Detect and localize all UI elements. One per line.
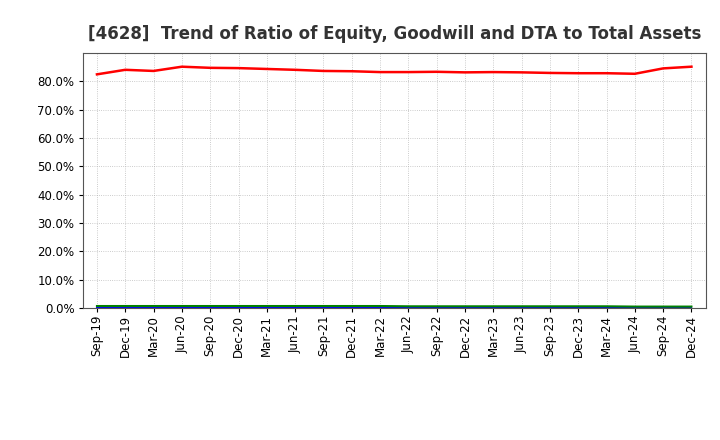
Equity bbox=[574, 70, 582, 76]
Goodwill bbox=[489, 305, 498, 311]
Equity bbox=[432, 69, 441, 74]
Deferred Tax Assets bbox=[404, 304, 413, 309]
Goodwill bbox=[263, 305, 271, 311]
Goodwill bbox=[178, 305, 186, 311]
Deferred Tax Assets bbox=[234, 303, 243, 308]
Equity bbox=[206, 65, 215, 70]
Equity bbox=[234, 66, 243, 71]
Goodwill bbox=[432, 305, 441, 311]
Deferred Tax Assets bbox=[574, 304, 582, 309]
Title: [4628]  Trend of Ratio of Equity, Goodwill and DTA to Total Assets: [4628] Trend of Ratio of Equity, Goodwil… bbox=[88, 25, 701, 43]
Goodwill bbox=[687, 305, 696, 311]
Deferred Tax Assets bbox=[659, 304, 667, 309]
Goodwill bbox=[93, 305, 102, 311]
Goodwill bbox=[404, 305, 413, 311]
Equity bbox=[178, 64, 186, 70]
Goodwill bbox=[234, 305, 243, 311]
Deferred Tax Assets bbox=[93, 303, 102, 308]
Equity bbox=[659, 66, 667, 71]
Goodwill bbox=[121, 305, 130, 311]
Deferred Tax Assets bbox=[602, 304, 611, 309]
Deferred Tax Assets bbox=[291, 303, 300, 308]
Deferred Tax Assets bbox=[178, 303, 186, 308]
Deferred Tax Assets bbox=[489, 304, 498, 309]
Deferred Tax Assets bbox=[461, 304, 469, 309]
Goodwill bbox=[461, 305, 469, 311]
Equity bbox=[461, 70, 469, 75]
Equity bbox=[687, 64, 696, 70]
Line: Deferred Tax Assets: Deferred Tax Assets bbox=[97, 306, 691, 307]
Goodwill bbox=[149, 305, 158, 311]
Goodwill bbox=[659, 305, 667, 311]
Deferred Tax Assets bbox=[206, 303, 215, 308]
Goodwill bbox=[546, 305, 554, 311]
Equity bbox=[93, 72, 102, 77]
Equity bbox=[489, 70, 498, 75]
Equity bbox=[376, 70, 384, 75]
Deferred Tax Assets bbox=[631, 304, 639, 309]
Equity bbox=[263, 66, 271, 72]
Equity bbox=[319, 68, 328, 73]
Goodwill bbox=[631, 305, 639, 311]
Line: Equity: Equity bbox=[97, 67, 691, 74]
Deferred Tax Assets bbox=[348, 303, 356, 308]
Deferred Tax Assets bbox=[546, 304, 554, 309]
Goodwill bbox=[574, 305, 582, 311]
Deferred Tax Assets bbox=[517, 304, 526, 309]
Equity bbox=[517, 70, 526, 75]
Deferred Tax Assets bbox=[149, 303, 158, 308]
Goodwill bbox=[602, 305, 611, 311]
Equity bbox=[291, 67, 300, 73]
Goodwill bbox=[376, 305, 384, 311]
Deferred Tax Assets bbox=[319, 303, 328, 308]
Equity bbox=[149, 68, 158, 73]
Equity bbox=[631, 71, 639, 77]
Deferred Tax Assets bbox=[263, 303, 271, 308]
Goodwill bbox=[291, 305, 300, 311]
Equity bbox=[546, 70, 554, 76]
Deferred Tax Assets bbox=[432, 304, 441, 309]
Goodwill bbox=[319, 305, 328, 311]
Goodwill bbox=[206, 305, 215, 311]
Deferred Tax Assets bbox=[121, 303, 130, 308]
Goodwill bbox=[348, 305, 356, 311]
Equity bbox=[121, 67, 130, 73]
Deferred Tax Assets bbox=[376, 303, 384, 308]
Equity bbox=[404, 70, 413, 75]
Deferred Tax Assets bbox=[687, 304, 696, 309]
Equity bbox=[348, 69, 356, 74]
Equity bbox=[602, 70, 611, 76]
Goodwill bbox=[517, 305, 526, 311]
